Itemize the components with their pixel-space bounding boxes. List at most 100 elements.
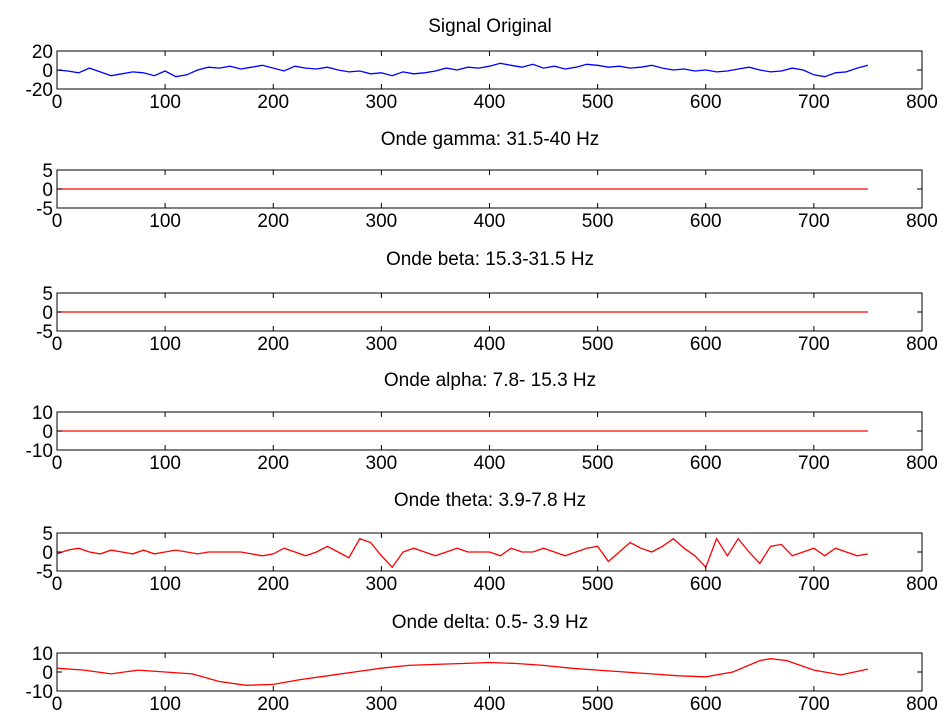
y-axis-ticks: 100-10: [26, 403, 922, 462]
x-tick-label: 200: [257, 92, 289, 113]
x-tick-label: 500: [582, 574, 614, 595]
series-line: [56, 537, 869, 569]
x-tick-label: 700: [798, 92, 830, 113]
y-tick-label: -5: [36, 562, 53, 583]
x-tick-label: 0: [52, 453, 63, 474]
x-tick-label: 100: [149, 574, 181, 595]
x-tick-label: 200: [257, 453, 289, 474]
panel-delta: Onde delta: 0.5- 3.9 Hz 0 100 200 300 400 500…: [26, 612, 938, 715]
y-tick-label: 5: [42, 284, 53, 305]
series-group: [56, 658, 869, 686]
y-tick-label: 0: [42, 663, 53, 684]
x-tick-label: 800: [906, 211, 938, 232]
x-tick-label: 400: [474, 453, 506, 474]
x-tick-label: 300: [366, 574, 398, 595]
y-tick-label: 10: [32, 644, 53, 665]
y-tick-label: -5: [36, 199, 53, 220]
x-tick-label: 0: [52, 211, 63, 232]
x-tick-label: 500: [582, 211, 614, 232]
panel-theta: Onde theta: 3.9-7.8 Hz 0 100 200 300 400 500 6…: [36, 490, 938, 595]
y-axis-ticks: 50-5: [36, 161, 922, 220]
plot-frame: [56, 652, 923, 692]
y-tick-label: 5: [42, 161, 53, 182]
x-tick-label: 500: [582, 453, 614, 474]
x-tick-label: 0: [52, 334, 63, 355]
x-tick-label: 600: [690, 92, 722, 113]
y-tick-label: 5: [42, 524, 53, 545]
x-tick-label: 300: [366, 694, 398, 715]
x-tick-label: 400: [474, 334, 506, 355]
x-tick-label: 800: [906, 334, 938, 355]
series-line: [56, 62, 869, 78]
panel-title: Onde theta: 3.9-7.8 Hz: [394, 490, 586, 511]
x-tick-label: 0: [52, 92, 63, 113]
series-line: [56, 658, 869, 686]
y-tick-label: -20: [26, 80, 53, 101]
x-tick-label: 800: [906, 92, 938, 113]
x-tick-label: 600: [690, 574, 722, 595]
x-tick-label: 200: [257, 574, 289, 595]
x-tick-label: 400: [474, 574, 506, 595]
panel-signal-original: Signal Original 0 100 200 300 400 500 600 700 80…: [26, 16, 938, 113]
x-tick-label: 400: [474, 92, 506, 113]
x-tick-label: 100: [149, 694, 181, 715]
x-tick-label: 600: [690, 334, 722, 355]
x-tick-label: 800: [906, 574, 938, 595]
y-tick-label: 0: [42, 422, 53, 443]
x-tick-label: 400: [474, 694, 506, 715]
panel-alpha: Onde alpha: 7.8- 15.3 Hz 0 100 200 300 400 50…: [26, 370, 938, 474]
x-axis-ticks: 0 100 200 300 400 500 600 700 800: [52, 412, 938, 474]
x-tick-label: 300: [366, 453, 398, 474]
panel-title: Onde gamma: 31.5-40 Hz: [381, 129, 600, 150]
x-tick-label: 700: [798, 574, 830, 595]
x-tick-label: 100: [149, 92, 181, 113]
y-axis-ticks: 50-5: [36, 524, 922, 583]
panel-title: Onde beta: 15.3-31.5 Hz: [386, 249, 594, 270]
plot-frame: [56, 50, 923, 90]
y-tick-label: 10: [32, 403, 53, 424]
panel-title: Onde alpha: 7.8- 15.3 Hz: [384, 370, 596, 391]
x-tick-label: 300: [366, 334, 398, 355]
y-tick-label: 0: [42, 543, 53, 564]
x-tick-label: 500: [582, 92, 614, 113]
x-tick-label: 700: [798, 453, 830, 474]
y-axis-ticks: 50-5: [36, 284, 922, 343]
y-axis-ticks: 200-20: [26, 42, 922, 101]
x-tick-label: 500: [582, 694, 614, 715]
x-axis-ticks: 0 100 200 300 400 500 600 700 800: [52, 533, 938, 595]
x-tick-label: 100: [149, 334, 181, 355]
x-tick-label: 600: [690, 694, 722, 715]
x-tick-label: 300: [366, 211, 398, 232]
series-group: [56, 62, 869, 78]
panel-beta: Onde beta: 15.3-31.5 Hz 0 100 200 300 400 500…: [36, 249, 938, 355]
x-axis-ticks: 0 100 200 300 400 500 600 700 800: [52, 51, 938, 113]
x-axis-ticks: 0 100 200 300 400 500 600 700 800: [52, 293, 938, 355]
x-axis-ticks: 0 100 200 300 400 500 600 700 800: [52, 653, 938, 715]
x-tick-label: 700: [798, 694, 830, 715]
panel-title: Signal Original: [428, 16, 552, 37]
x-tick-label: 600: [690, 211, 722, 232]
y-tick-label: -10: [26, 441, 53, 462]
x-tick-label: 0: [52, 694, 63, 715]
x-tick-label: 200: [257, 211, 289, 232]
x-tick-label: 100: [149, 453, 181, 474]
panel-title: Onde delta: 0.5- 3.9 Hz: [392, 612, 588, 633]
y-tick-label: 20: [32, 42, 53, 63]
x-tick-label: 700: [798, 211, 830, 232]
y-tick-label: 0: [42, 303, 53, 324]
x-axis-ticks: 0 100 200 300 400 500 600 700 800: [52, 170, 938, 232]
x-tick-label: 500: [582, 334, 614, 355]
x-tick-label: 800: [906, 453, 938, 474]
y-axis-ticks: 100-10: [26, 644, 922, 703]
x-tick-label: 200: [257, 334, 289, 355]
x-tick-label: 200: [257, 694, 289, 715]
y-tick-label: -10: [26, 682, 53, 703]
y-tick-label: -5: [36, 322, 53, 343]
y-tick-label: 0: [42, 61, 53, 82]
series-group: [56, 537, 869, 569]
panel-gamma: Onde gamma: 31.5-40 Hz 0 100 200 300 400 500 6…: [36, 129, 938, 232]
x-tick-label: 700: [798, 334, 830, 355]
x-tick-label: 100: [149, 211, 181, 232]
